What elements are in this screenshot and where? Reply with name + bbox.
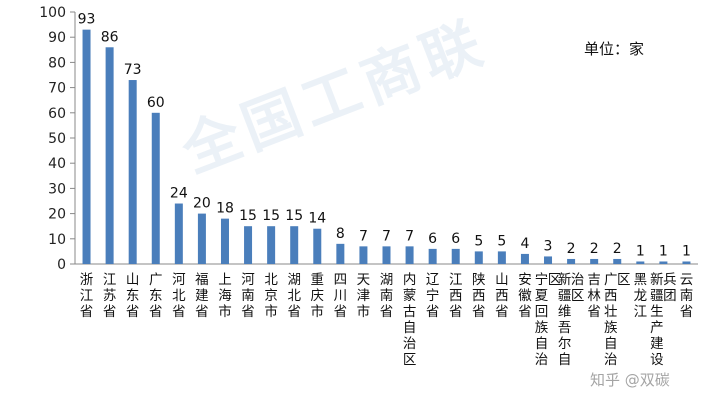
bar bbox=[659, 261, 668, 264]
category-label: 新疆生产建设兵团 bbox=[650, 272, 677, 368]
y-tick-label: 30 bbox=[48, 181, 66, 197]
category-label: 广东省 bbox=[149, 272, 163, 320]
category-label: 重庆市 bbox=[311, 272, 325, 320]
data-label: 24 bbox=[170, 186, 188, 202]
data-label: 1 bbox=[659, 243, 668, 259]
y-tick-label: 90 bbox=[48, 30, 66, 46]
data-label: 20 bbox=[193, 196, 211, 212]
data-label: 7 bbox=[382, 228, 391, 244]
category-label: 湖南省 bbox=[380, 272, 394, 320]
bar bbox=[382, 246, 391, 264]
category-label: 新疆维吾尔自治区 bbox=[558, 272, 585, 368]
data-label: 3 bbox=[544, 238, 553, 254]
bar bbox=[567, 258, 576, 264]
category-label: 吉林省 bbox=[587, 272, 601, 320]
bar bbox=[267, 226, 276, 264]
category-label: 江苏省 bbox=[103, 272, 117, 320]
bar bbox=[290, 226, 299, 264]
data-label: 2 bbox=[567, 241, 576, 257]
data-label: 7 bbox=[359, 228, 368, 244]
data-label: 15 bbox=[285, 208, 303, 224]
bar bbox=[590, 258, 599, 264]
bar bbox=[497, 251, 506, 264]
category-label: 北京市 bbox=[264, 272, 278, 320]
data-label: 2 bbox=[613, 241, 622, 257]
bar bbox=[174, 203, 183, 264]
data-label: 6 bbox=[451, 231, 460, 247]
category-label: 河南省 bbox=[241, 272, 255, 320]
data-label: 4 bbox=[520, 236, 529, 252]
y-tick-label: 100 bbox=[39, 5, 66, 21]
bar bbox=[544, 256, 553, 264]
data-label: 14 bbox=[308, 211, 326, 227]
data-label: 1 bbox=[636, 243, 645, 259]
bar bbox=[613, 258, 622, 264]
bar bbox=[105, 47, 114, 264]
y-tick-label: 50 bbox=[48, 131, 66, 147]
data-label: 2 bbox=[590, 241, 599, 257]
y-tick-label: 20 bbox=[48, 207, 66, 223]
category-label: 内蒙古自治区 bbox=[403, 272, 417, 368]
y-tick-label: 80 bbox=[48, 55, 66, 71]
category-label: 江西省 bbox=[449, 272, 463, 320]
data-label: 5 bbox=[474, 233, 483, 249]
bar bbox=[451, 248, 460, 264]
bar bbox=[359, 246, 368, 264]
bar bbox=[405, 246, 414, 264]
bar bbox=[474, 251, 483, 264]
data-label: 8 bbox=[336, 226, 345, 242]
y-tick-label: 0 bbox=[57, 257, 66, 273]
unit-label: 单位：家 bbox=[584, 40, 645, 58]
category-label: 陕西省 bbox=[472, 272, 486, 320]
data-label: 1 bbox=[682, 243, 691, 259]
bar bbox=[244, 226, 253, 264]
data-label: 60 bbox=[147, 95, 165, 111]
data-label: 15 bbox=[262, 208, 280, 224]
category-label: 湖北省 bbox=[287, 272, 301, 320]
y-tick-label: 60 bbox=[48, 106, 66, 122]
data-label: 7 bbox=[405, 228, 414, 244]
bar bbox=[336, 243, 345, 264]
category-label: 天津市 bbox=[357, 272, 371, 320]
category-label: 黑龙江 bbox=[634, 272, 648, 320]
bar bbox=[220, 218, 229, 264]
data-label: 73 bbox=[124, 62, 142, 78]
data-label: 15 bbox=[239, 208, 257, 224]
category-label: 山东省 bbox=[126, 272, 140, 320]
category-label: 四川省 bbox=[334, 272, 348, 320]
bar bbox=[151, 112, 160, 264]
data-label: 86 bbox=[101, 29, 119, 45]
y-tick-label: 10 bbox=[48, 232, 66, 248]
data-label: 6 bbox=[428, 231, 437, 247]
corner-watermark: 知乎 @双碳 bbox=[590, 371, 670, 389]
category-label: 浙江省 bbox=[80, 272, 94, 320]
category-label: 宁夏回族自治区 bbox=[535, 271, 562, 368]
bar bbox=[82, 29, 91, 264]
category-label: 安徽省 bbox=[518, 272, 532, 320]
category-label: 辽宁省 bbox=[426, 272, 440, 320]
data-label: 93 bbox=[78, 12, 96, 28]
category-label: 山西省 bbox=[495, 272, 509, 320]
bar bbox=[682, 261, 691, 264]
category-label: 福建省 bbox=[195, 272, 209, 320]
y-tick-label: 70 bbox=[48, 81, 66, 97]
bar bbox=[636, 261, 645, 264]
y-tick-label: 40 bbox=[48, 156, 66, 172]
category-label: 河北省 bbox=[172, 272, 186, 320]
data-label: 18 bbox=[216, 201, 234, 217]
data-label: 5 bbox=[497, 233, 506, 249]
bar bbox=[128, 80, 137, 264]
bar bbox=[520, 253, 529, 264]
category-label: 上海市 bbox=[218, 272, 232, 320]
bar bbox=[197, 213, 206, 264]
category-label: 云南省 bbox=[680, 272, 694, 320]
bar bbox=[313, 228, 322, 264]
category-label: 广西壮族自治区 bbox=[604, 272, 631, 368]
bar bbox=[428, 248, 437, 264]
